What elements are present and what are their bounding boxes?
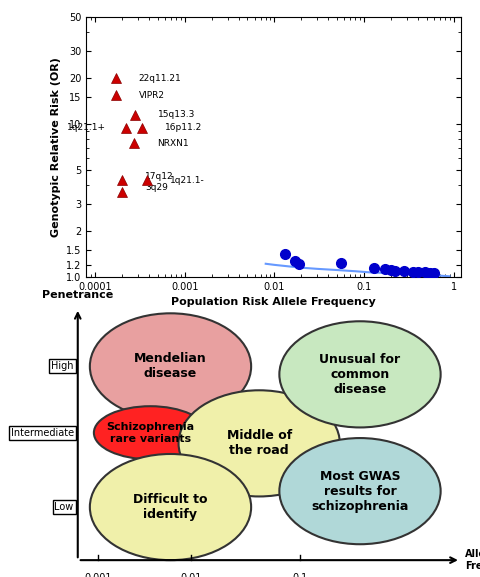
Text: Intermediate: Intermediate: [11, 428, 74, 438]
Text: Middle of
the road: Middle of the road: [227, 429, 292, 458]
Text: Most GWAS
results for
schizophrenia: Most GWAS results for schizophrenia: [312, 470, 408, 512]
Text: NRXN1: NRXN1: [156, 138, 188, 148]
Text: Difficult to
identify: Difficult to identify: [133, 493, 208, 521]
Text: 15q13.3: 15q13.3: [158, 110, 195, 119]
Ellipse shape: [279, 321, 441, 428]
Text: Schizophrenia
rare variants: Schizophrenia rare variants: [106, 422, 194, 444]
Text: Penetrance: Penetrance: [42, 290, 113, 300]
Y-axis label: Genotypic Relative Risk (OR): Genotypic Relative Risk (OR): [50, 57, 60, 237]
Text: 16p11.2: 16p11.2: [165, 123, 202, 132]
Text: Unusual for
common
disease: Unusual for common disease: [319, 353, 401, 396]
X-axis label: Population Risk Allele Frequency: Population Risk Allele Frequency: [171, 297, 376, 308]
Text: 17q12
3q29: 17q12 3q29: [145, 173, 174, 192]
Text: Mendelian
disease: Mendelian disease: [134, 353, 207, 380]
Ellipse shape: [90, 454, 251, 560]
Ellipse shape: [279, 438, 441, 544]
Text: Low: Low: [54, 502, 74, 512]
Text: 22q11.21: 22q11.21: [139, 74, 181, 83]
Text: 0.1: 0.1: [292, 574, 307, 577]
Text: Allele
Frequency: Allele Frequency: [465, 549, 480, 571]
Text: 0.01: 0.01: [180, 574, 201, 577]
Ellipse shape: [90, 313, 251, 419]
Text: 0.001: 0.001: [84, 574, 112, 577]
Ellipse shape: [179, 390, 340, 496]
Ellipse shape: [94, 406, 207, 459]
Text: 1q21.1-: 1q21.1-: [170, 175, 204, 185]
Text: 1q21.1+: 1q21.1+: [67, 123, 106, 132]
Text: High: High: [51, 361, 74, 372]
Text: VIPR2: VIPR2: [139, 91, 165, 100]
